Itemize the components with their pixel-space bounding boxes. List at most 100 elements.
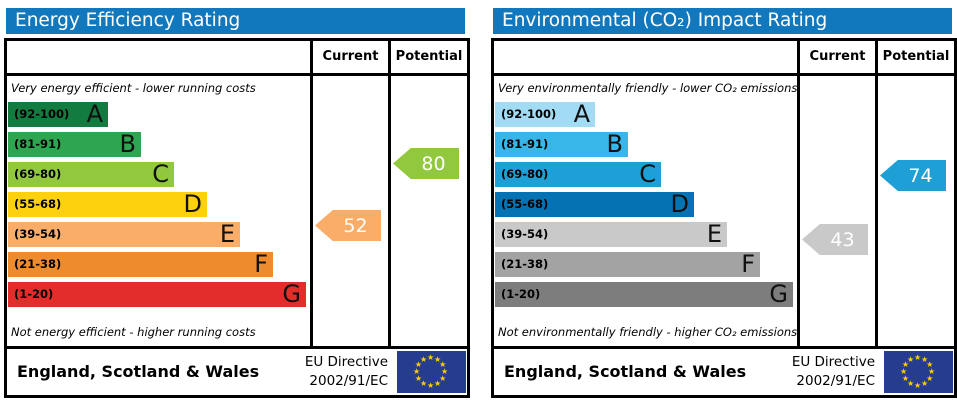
rating-panel: Energy Efficiency Rating Current Potenti… [0,0,470,404]
band-a-range: (92-100) [14,107,70,121]
panel-title: Environmental (CO₂) Impact Rating [493,8,952,34]
eu-flag-star: ★ [914,353,922,362]
band-a-letter: A [573,100,590,128]
band-d-letter: D [183,190,202,218]
top-caption: Very energy efficient - lower running co… [11,81,256,95]
band-e-letter: E [219,220,235,248]
footer-row-divider [494,346,954,349]
panel-title: Energy Efficiency Rating [6,8,465,34]
current-rating-arrow: 43 [802,224,868,255]
top-caption: Very environmentally friendly - lower CO… [498,81,798,95]
eu-flag-star: ★ [434,354,442,364]
eu-flag-star: ★ [926,360,934,369]
band-d: (55-68) D [495,190,694,218]
eu-flag-star: ★ [420,354,428,364]
eu-flag-star: ★ [420,379,428,389]
eu-flag-star: ★ [914,381,922,390]
band-f: (21-38) F [495,250,760,278]
band-b: (81-91) B [495,130,628,158]
band-g-range: (1-20) [501,287,541,301]
band-f: (21-38) F [8,250,273,278]
column-divider [875,41,878,349]
band-g: (1-20) G [495,280,793,308]
band-g: (1-20) G [8,280,306,308]
eu-flag-star: ★ [414,360,423,369]
band-a-range: (92-100) [501,107,557,121]
eu-flag-star: ★ [921,354,929,364]
header-row-divider [7,73,467,76]
eu-flag-star: ★ [414,374,423,383]
footer-row: England, Scotland & Wales EU Directive 2… [494,349,954,395]
eu-flag-star: ★ [907,379,915,389]
rating-panel: Environmental (CO₂) Impact Rating Curren… [487,0,957,404]
potential-column-header: Potential [882,49,950,64]
eu-flag-icon: ★ ★ ★ ★ ★ ★ ★ ★ ★ ★ ★ ★ [397,351,466,393]
band-a: (92-100) A [495,100,595,128]
band-c-letter: C [152,160,169,188]
bottom-caption: Not environmentally friendly - higher CO… [498,325,798,339]
band-b-range: (81-91) [14,137,62,151]
rating-table: Current Potential Very environmentally f… [491,38,957,398]
eu-directive-label: EU Directive 2002/91/EC [305,353,388,391]
eu-flag-star: ★ [901,374,910,383]
eu-directive-line1: EU Directive [304,354,388,370]
band-f-range: (21-38) [14,257,62,271]
band-d: (55-68) D [8,190,207,218]
region-label: England, Scotland & Wales [504,362,747,381]
eu-directive-line1: EU Directive [791,354,875,370]
eu-flag-star: ★ [900,367,908,376]
band-d-range: (55-68) [14,197,62,211]
eu-flag-star: ★ [413,367,421,376]
current-column-header: Current [322,49,379,64]
eu-flag-star: ★ [439,360,447,369]
eu-directive-line2: 2002/91/EC [309,372,388,389]
band-c-range: (69-80) [501,167,549,181]
band-c: (69-80) C [8,160,174,188]
potential-rating-arrow: 80 [393,148,459,179]
band-b-range: (81-91) [501,137,549,151]
eu-directive-label: EU Directive 2002/91/EC [792,353,875,391]
band-d-letter: D [670,190,689,218]
eu-flag-star: ★ [427,381,435,390]
eu-flag-star: ★ [921,379,929,389]
band-d-range: (55-68) [501,197,549,211]
header-row-divider [494,73,954,76]
band-f-letter: F [741,250,755,278]
band-g-range: (1-20) [14,287,54,301]
band-e-range: (39-54) [501,227,549,241]
band-f-range: (21-38) [501,257,549,271]
band-e-range: (39-54) [14,227,62,241]
band-a: (92-100) A [8,100,108,128]
current-rating-arrow: 52 [315,210,381,241]
eu-flag-star: ★ [928,367,936,376]
region-label: England, Scotland & Wales [17,362,260,381]
current-column-header: Current [809,49,866,64]
eu-flag-star: ★ [427,353,435,362]
band-g-letter: G [282,280,301,308]
footer-row: England, Scotland & Wales EU Directive 2… [7,349,467,395]
eu-flag-icon: ★ ★ ★ ★ ★ ★ ★ ★ ★ ★ ★ ★ [884,351,953,393]
band-e: (39-54) E [8,220,240,248]
potential-column-header: Potential [395,49,463,64]
eu-flag-star: ★ [926,374,934,383]
column-divider [388,41,391,349]
band-f-letter: F [254,250,268,278]
band-c: (69-80) C [495,161,661,187]
footer-row-divider [7,346,467,349]
potential-rating-arrow: 74 [880,160,946,191]
band-g-letter: G [769,280,788,308]
eu-flag-star: ★ [901,360,910,369]
eu-flag-star: ★ [434,379,442,389]
band-e: (39-54) E [495,220,727,248]
band-a-letter: A [86,100,103,128]
eu-flag-star: ★ [439,374,447,383]
column-divider [310,41,313,349]
band-c-range: (69-80) [14,167,62,181]
band-b-letter: B [606,130,623,158]
band-b: (81-91) B [8,131,141,157]
column-divider [797,41,800,349]
band-e-letter: E [706,220,722,248]
bottom-caption: Not energy efficient - higher running co… [11,325,256,339]
eu-directive-line2: 2002/91/EC [796,372,875,389]
